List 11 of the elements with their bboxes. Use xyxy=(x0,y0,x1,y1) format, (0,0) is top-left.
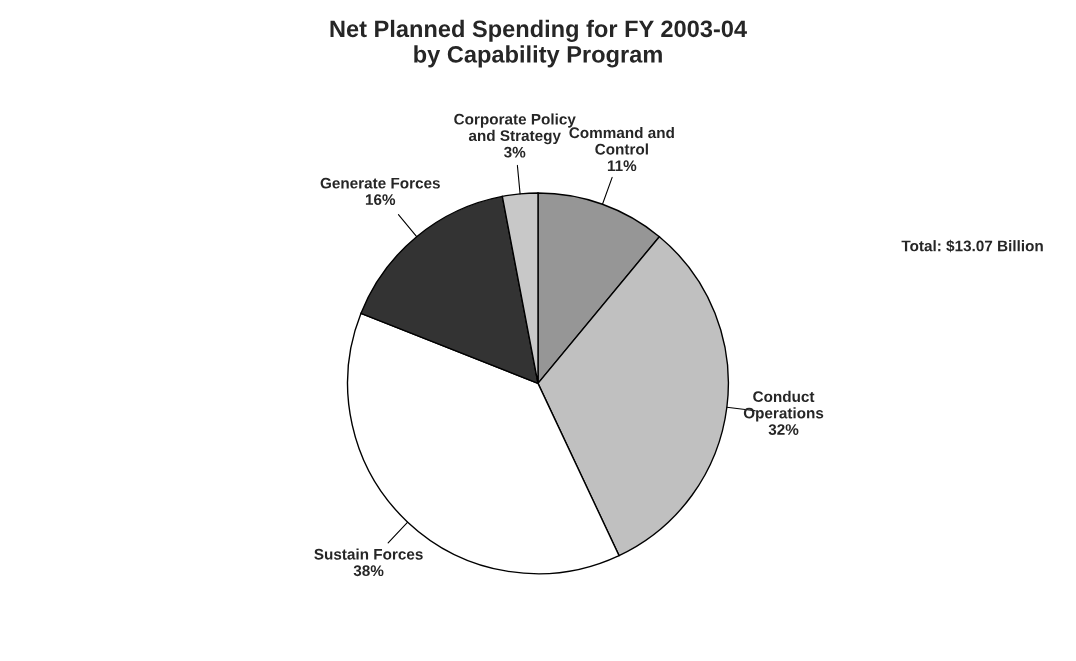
data-label: 32% xyxy=(768,424,799,435)
data-label: 16% xyxy=(365,194,396,206)
data-label: 3% xyxy=(504,146,526,158)
slice-label: Sustain Forces xyxy=(314,548,423,560)
slice-label: Command and Control xyxy=(569,126,674,155)
data-label: 38% xyxy=(353,565,384,577)
chart-title: Net Planned Spending for FY 2003-04 by Capability Program xyxy=(330,19,747,68)
slice-label: Conduct Operations xyxy=(743,390,824,422)
slice-label: Generate Forces xyxy=(320,177,440,189)
text: Total: $13.07 Billion xyxy=(901,239,1043,253)
data-label: 11% xyxy=(607,160,637,172)
